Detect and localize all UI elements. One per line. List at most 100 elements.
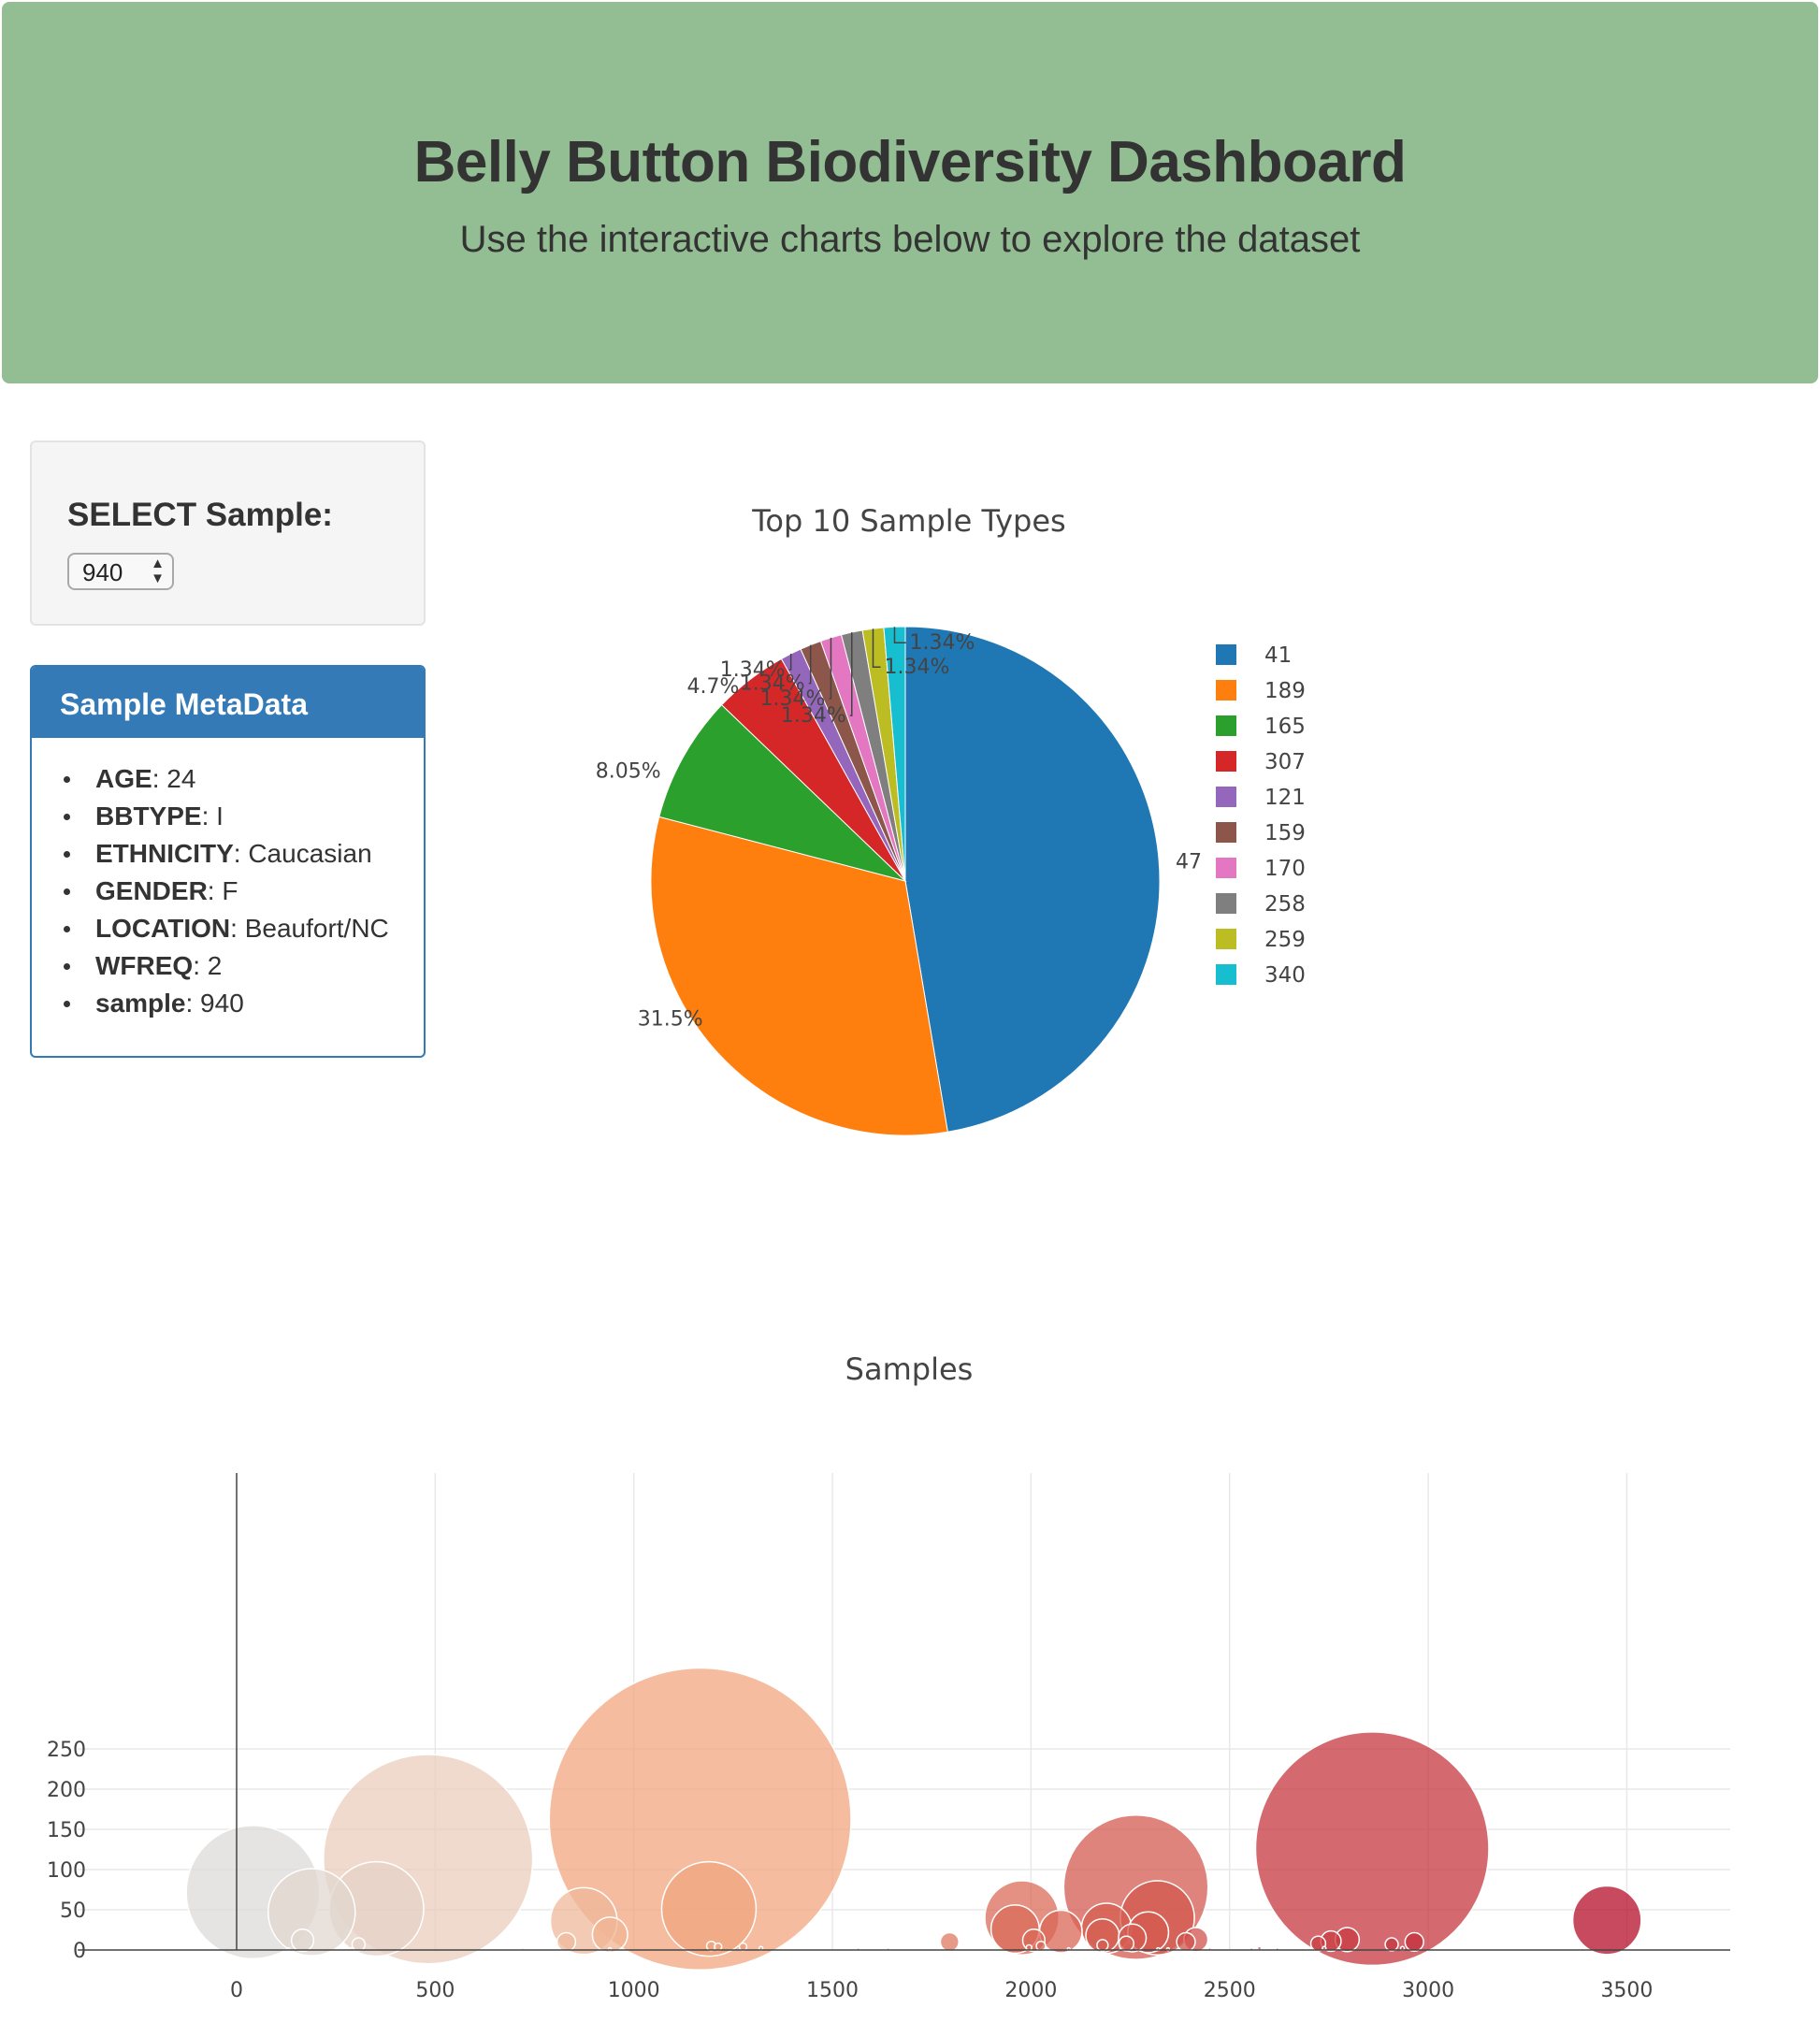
metadata-item: ETHNICITY: Caucasian [60,840,389,877]
legend-label: 165 [1264,715,1306,739]
metadata-item: LOCATION: Beaufort/NC [60,915,389,952]
metadata-item: AGE: 24 [60,765,389,802]
x-tick-label: 2500 [1204,1979,1256,2002]
legend-swatch-165 [1216,715,1236,736]
pie-leader-line [893,627,906,643]
legend-swatch-258 [1216,893,1236,914]
metadata-key: BBTYPE [95,802,202,830]
pie-chart: Top 10 Sample Types 4731.5%8.05%4.7%1.34… [596,503,1306,1136]
pie-slice-189 [650,816,948,1136]
metadata-value: : F [207,876,238,905]
x-tick-label: 1500 [806,1979,859,2002]
pie-label: 1.34% [720,658,786,682]
y-tick-label: 50 [60,1899,86,1923]
legend-swatch-159 [1216,822,1236,843]
bubble-point [1404,1931,1424,1953]
metadata-panel-heading: Sample MetaData [32,667,424,738]
bubble-point [1176,1931,1196,1953]
bubble-point [1118,1935,1134,1952]
bubble-point [548,1667,852,1971]
metadata-key: GENDER [95,876,208,905]
bubble-point [1571,1885,1642,1956]
x-tick-label: 0 [230,1979,243,2002]
y-tick-label: 200 [47,1779,86,1802]
metadata-item: WFREQ: 2 [60,952,389,989]
bubble-point [1035,1941,1047,1952]
metadata-list: AGE: 24 BBTYPE: I ETHNICITY: Caucasian G… [60,765,389,1027]
metadata-value: : 2 [193,951,223,980]
bubble-chart: Samples 0 500 1000 1500 2000 2500 3000 3500 0 50 1… [47,1351,1730,2002]
legend-swatch-121 [1216,787,1236,807]
bubble-point [1384,1937,1399,1952]
pie-slice-41 [904,626,1161,1133]
pie-leader-line [788,654,792,671]
pie-chart-title: Top 10 Sample Types [751,503,1065,539]
metadata-key: LOCATION [95,914,231,943]
pie-slice-165 [658,704,907,882]
bubble-point [267,1868,356,1957]
legend-label: 170 [1264,857,1306,881]
y-tick-label: 100 [47,1859,86,1883]
legend-swatch-259 [1216,929,1236,949]
sample-select-value: 940 [82,558,123,586]
metadata-value: : Beaufort/NC [230,914,389,943]
pie-label: 31.5% [638,1008,703,1032]
bubble-point [660,1860,758,1957]
x-tick-label: 500 [415,1979,455,2002]
x-tick-label: 2000 [1004,1979,1057,2002]
sample-select[interactable]: 940 ▲ ▼ [67,553,174,590]
x-tick-label: 1000 [608,1979,660,2002]
x-tick-label: 3500 [1600,1979,1653,2002]
metadata-value: : Caucasian [233,839,372,868]
metadata-key: sample [95,989,186,1018]
sample-selector-panel: SELECT Sample: 940 ▲ ▼ [30,441,426,626]
metadata-value: : 24 [152,764,196,793]
pie-label: 1.34% [760,687,826,711]
legend-label: 340 [1264,963,1306,988]
metadata-value: : 940 [185,989,244,1018]
legend-label: 121 [1264,786,1306,810]
legend-swatch-307 [1216,751,1236,772]
pie-label: 8.05% [596,759,661,783]
metadata-title: Sample MetaData [60,687,308,721]
selector-label: SELECT Sample: [67,497,333,533]
bubble-chart-title: Samples [845,1351,974,1387]
legend-swatch-340 [1216,964,1236,985]
legend-label: 307 [1264,750,1306,774]
pie-label: 1.34% [781,704,846,728]
legend-label: 41 [1264,643,1292,668]
page-subtitle: Use the interactive charts below to expl… [459,219,1361,260]
legend-swatch-189 [1216,680,1236,700]
pie-label: 4.7% [687,675,740,699]
header-banner: Belly Button Biodiversity Dashboard Use … [2,2,1818,383]
bubble-point [591,1916,628,1954]
metadata-key: WFREQ [95,951,194,980]
y-tick-label: 150 [47,1819,86,1842]
bubble-point [1096,1939,1109,1952]
x-tick-label: 3000 [1402,1979,1454,2002]
legend-swatch-170 [1216,858,1236,878]
pie-label: 47 [1176,850,1202,874]
metadata-item: GENDER: F [60,877,389,915]
metadata-key: ETHNICITY [95,839,234,868]
bubble-point [351,1937,367,1952]
metadata-key: AGE [95,764,152,793]
metadata-panel: Sample MetaData AGE: 24 BBTYPE: I ETHNIC… [30,665,426,1058]
bubble-point [290,1928,315,1953]
metadata-item: sample: 940 [60,989,389,1027]
legend-label: 258 [1264,892,1306,917]
legend-label: 259 [1264,928,1306,952]
bubble-point [939,1931,960,1953]
metadata-item: BBTYPE: I [60,802,389,840]
page-title: Belly Button Biodiversity Dashboard [413,130,1407,195]
bubble-point [1254,1731,1490,1967]
legend-label: 159 [1264,821,1306,845]
y-tick-label: 250 [47,1739,86,1762]
legend-swatch-41 [1216,644,1236,665]
pie-leader-line [849,632,853,716]
pie-slice-340 [883,626,906,882]
select-arrows-icon: ▲ ▼ [151,556,165,586]
pie-label: 1.34% [909,631,975,655]
pie-leader-line [829,637,832,700]
y-tick-label: 0 [73,1940,86,1963]
